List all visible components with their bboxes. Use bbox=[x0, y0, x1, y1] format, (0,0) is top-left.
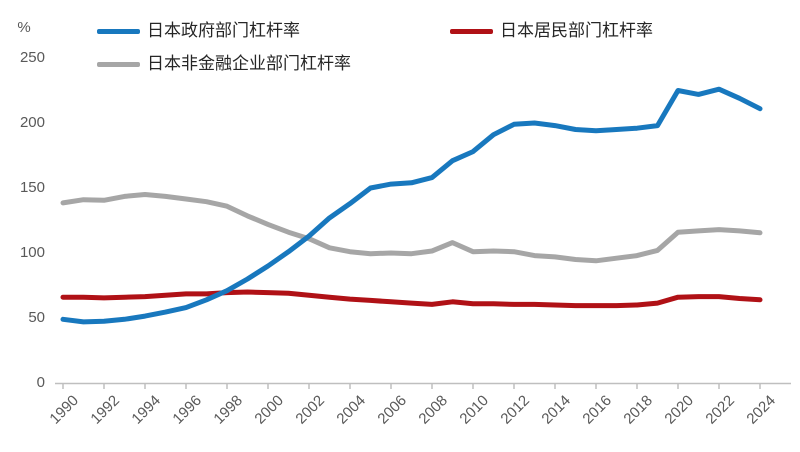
y-tick-label: 50 bbox=[28, 309, 45, 326]
y-tick-label: 250 bbox=[19, 49, 45, 66]
legend-item-household: 日本居民部门杠杆率 bbox=[450, 22, 653, 40]
y-tick-label: 150 bbox=[19, 179, 45, 196]
series-line-2 bbox=[60, 192, 763, 264]
legend-swatch-government bbox=[97, 28, 140, 34]
legend-label-household: 日本居民部门杠杆率 bbox=[500, 21, 653, 40]
y-tick-label: 0 bbox=[36, 374, 45, 391]
series-line-0 bbox=[60, 86, 763, 325]
legend-label-corporate: 日本非金融企业部门杠杆率 bbox=[147, 54, 351, 73]
legend-item-government: 日本政府部门杠杆率 bbox=[97, 22, 300, 40]
y-tick-label: 200 bbox=[19, 114, 45, 131]
y-tick-label: 100 bbox=[19, 244, 45, 261]
y-axis-unit-label: % bbox=[17, 19, 31, 36]
legend-label-government: 日本政府部门杠杆率 bbox=[147, 21, 300, 40]
series-line-1 bbox=[60, 289, 763, 309]
legend-item-corporate: 日本非金融企业部门杠杆率 bbox=[97, 55, 351, 73]
legend-swatch-household bbox=[450, 28, 493, 34]
legend-swatch-corporate bbox=[97, 61, 140, 67]
